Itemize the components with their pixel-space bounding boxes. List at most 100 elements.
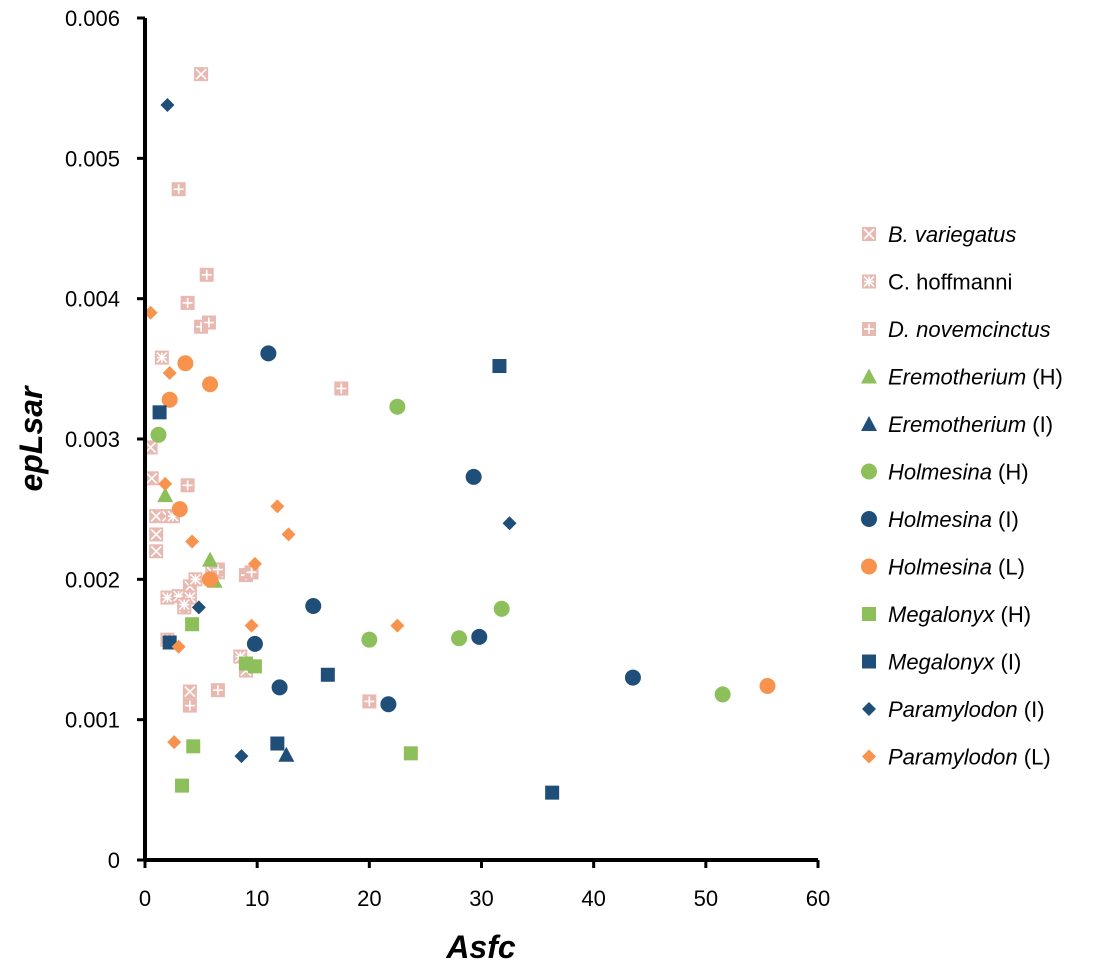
legend-marker bbox=[861, 416, 877, 431]
data-point bbox=[380, 696, 397, 713]
data-point bbox=[149, 509, 164, 524]
data-point bbox=[202, 376, 219, 393]
legend-label-main: Eremotherium bbox=[888, 365, 1026, 390]
y-tick-label: 0.001 bbox=[65, 708, 120, 733]
x-tick-label: 10 bbox=[245, 886, 269, 911]
data-point bbox=[188, 572, 203, 587]
data-point bbox=[157, 487, 174, 503]
data-point bbox=[171, 639, 186, 654]
data-point bbox=[247, 659, 262, 674]
data-point bbox=[247, 556, 262, 571]
data-point bbox=[624, 669, 641, 686]
legend-label-suffix: (H) bbox=[1026, 365, 1063, 390]
data-point bbox=[180, 478, 195, 493]
legend-item: C. hoffmanni bbox=[862, 270, 1012, 295]
data-point bbox=[186, 739, 201, 754]
legend-item: Paramylodon (I) bbox=[862, 697, 1045, 722]
legend-label: Holmesina (H) bbox=[888, 460, 1029, 485]
data-point bbox=[502, 516, 517, 531]
data-point bbox=[714, 686, 731, 703]
x-tick-label: 0 bbox=[139, 886, 151, 911]
data-point bbox=[271, 679, 288, 696]
legend-label: Holmesina (L) bbox=[888, 555, 1025, 580]
data-point bbox=[260, 345, 277, 362]
data-point bbox=[202, 571, 219, 588]
data-point bbox=[143, 440, 158, 455]
legend-label-main: Megalonyx bbox=[888, 602, 995, 627]
legend-label-suffix: (L) bbox=[992, 555, 1025, 580]
data-point bbox=[270, 499, 285, 514]
legend-label: Megalonyx (I) bbox=[888, 650, 1021, 675]
legend-label-main: Holmesina bbox=[888, 507, 992, 532]
legend-label: Eremotherium (I) bbox=[888, 412, 1053, 437]
x-axis-title: Asfc bbox=[445, 929, 516, 965]
data-point bbox=[150, 426, 167, 443]
data-point bbox=[152, 405, 167, 420]
data-point bbox=[194, 67, 209, 82]
legend-item: B. variegatus bbox=[862, 222, 1016, 247]
x-tick-label: 30 bbox=[469, 886, 493, 911]
legend-item: D. novemcinctus bbox=[862, 317, 1051, 342]
legend-label-suffix: (I) bbox=[994, 650, 1021, 675]
data-point bbox=[390, 618, 405, 633]
legend-label: D. novemcinctus bbox=[888, 317, 1051, 342]
legend-marker bbox=[861, 511, 877, 527]
data-point bbox=[177, 597, 192, 612]
legend-item: Megalonyx (H) bbox=[862, 602, 1031, 627]
data-point bbox=[246, 635, 263, 652]
legend-label: C. hoffmanni bbox=[888, 270, 1012, 295]
legend-item: Holmesina (H) bbox=[861, 460, 1029, 485]
legend-label-main: C. hoffmanni bbox=[888, 270, 1012, 295]
legend-label-suffix: (I) bbox=[992, 507, 1019, 532]
legend-label: B. variegatus bbox=[888, 222, 1016, 247]
legend-item: Eremotherium (I) bbox=[861, 412, 1053, 437]
data-point bbox=[171, 501, 188, 518]
data-point bbox=[167, 735, 182, 750]
legend-marker bbox=[862, 227, 876, 241]
legend-label-suffix: (I) bbox=[1018, 697, 1045, 722]
y-tick-label: 0.003 bbox=[65, 427, 120, 452]
legend-label-suffix: (L) bbox=[1018, 745, 1051, 770]
legend-label: Eremotherium (H) bbox=[888, 365, 1063, 390]
legend-marker bbox=[862, 322, 876, 336]
data-point bbox=[244, 618, 259, 633]
data-point bbox=[465, 468, 482, 485]
data-point bbox=[759, 677, 776, 694]
y-tick-label: 0.004 bbox=[65, 287, 120, 312]
data-point bbox=[182, 684, 197, 699]
legend-label: Paramylodon (L) bbox=[888, 745, 1051, 770]
data-point bbox=[492, 359, 507, 374]
plot-area: 0 10 20 30 40 50 60 0 0.001 0.002 0.003 0.004 0.005… bbox=[65, 6, 830, 911]
data-point bbox=[144, 471, 159, 486]
y-tick-label: 0 bbox=[108, 848, 120, 873]
data-point bbox=[403, 746, 418, 761]
x-tick-label: 50 bbox=[694, 886, 718, 911]
legend-marker bbox=[862, 607, 876, 621]
data-point bbox=[185, 617, 200, 632]
legend-marker bbox=[861, 558, 877, 575]
legend: B. variegatus C. hoffmanni D. novemcinctus… bbox=[861, 222, 1063, 770]
data-point bbox=[334, 381, 349, 396]
y-tick-label: 0.002 bbox=[65, 567, 120, 592]
data-point bbox=[202, 551, 219, 567]
legend-label-main: Holmesina bbox=[888, 555, 992, 580]
data-point bbox=[160, 98, 175, 113]
y-tick-label: 0.006 bbox=[65, 6, 120, 31]
data-point bbox=[210, 683, 225, 698]
x-tick-label: 20 bbox=[357, 886, 381, 911]
legend-marker bbox=[862, 274, 876, 289]
legend-marker bbox=[861, 368, 877, 384]
legend-item: Holmesina (I) bbox=[861, 507, 1019, 532]
data-point bbox=[278, 746, 295, 762]
legend-label-main: Paramylodon bbox=[888, 745, 1018, 770]
data-point bbox=[158, 476, 173, 491]
data-point bbox=[161, 391, 178, 408]
data-point bbox=[270, 736, 285, 751]
x-tick-label: 60 bbox=[806, 886, 830, 911]
legend-marker bbox=[862, 654, 876, 669]
legend-label-suffix: (H) bbox=[992, 460, 1029, 485]
legend-label-main: B. variegatus bbox=[888, 222, 1016, 247]
legend-label-main: Holmesina bbox=[888, 460, 992, 485]
data-point bbox=[185, 534, 200, 549]
